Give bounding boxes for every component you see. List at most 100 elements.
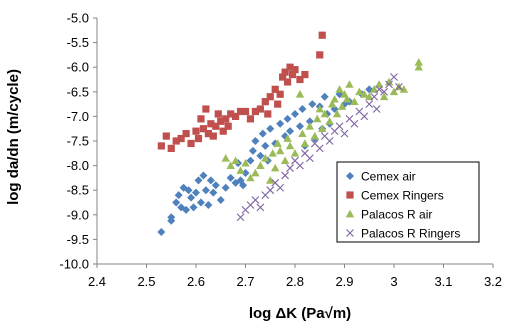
x-tick-label: 2.9 — [335, 274, 353, 289]
x-tick-label: 2.7 — [236, 274, 254, 289]
data-point — [290, 149, 300, 157]
data-point — [177, 134, 185, 143]
data-point — [316, 51, 324, 59]
y-tick-label: -10.0 — [59, 257, 89, 272]
data-point — [261, 98, 269, 106]
data-point — [236, 107, 245, 116]
data-point — [365, 92, 374, 101]
x-tick-label: 3.1 — [434, 274, 452, 289]
legend-marker — [346, 191, 354, 199]
x-axis: 2.4 2.5 2.6 2.7 2.8 2.9 3 3.1 3.2 — [88, 264, 502, 289]
data-point — [226, 161, 235, 169]
data-point — [285, 141, 295, 150]
data-point — [320, 92, 329, 101]
data-point — [261, 141, 270, 150]
data-point — [236, 213, 245, 222]
data-point — [340, 129, 349, 138]
data-point — [258, 129, 267, 138]
data-point — [256, 105, 264, 113]
data-point — [182, 130, 190, 138]
data-point — [211, 181, 220, 190]
x-tick-label: 2.4 — [88, 274, 106, 289]
data-point — [414, 58, 423, 66]
data-point — [199, 171, 208, 180]
data-points — [157, 31, 423, 237]
data-point — [266, 93, 274, 101]
data-point — [330, 94, 339, 103]
data-point — [305, 154, 314, 163]
data-point — [232, 112, 240, 120]
data-point — [246, 156, 255, 165]
data-point — [372, 105, 381, 113]
data-point — [350, 97, 359, 105]
data-point — [224, 122, 232, 130]
data-point — [266, 124, 275, 133]
data-point — [167, 144, 175, 152]
y-tick-label: -6.5 — [67, 84, 89, 99]
data-point — [222, 115, 230, 123]
data-point — [365, 100, 374, 108]
legend-label: Cemex Ringers — [361, 189, 444, 203]
data-point — [276, 119, 285, 128]
data-point — [182, 205, 191, 214]
legend-label: Palacos R Ringers — [361, 227, 460, 241]
data-point — [374, 80, 384, 88]
data-point — [275, 146, 285, 155]
y-tick-label: -5.5 — [67, 35, 89, 50]
data-point — [279, 73, 287, 81]
data-point — [281, 68, 289, 76]
data-point — [199, 125, 208, 133]
data-point — [206, 176, 215, 185]
data-point — [360, 112, 369, 121]
data-point — [274, 100, 282, 108]
data-point — [201, 186, 210, 195]
data-point — [187, 139, 195, 148]
x-axis-title: log ΔK (Pa√m) — [249, 305, 351, 322]
data-point — [276, 183, 285, 192]
data-point — [212, 122, 220, 130]
data-point — [337, 102, 347, 110]
y-axis-title: log da/dn (m/cycle) — [5, 69, 22, 205]
data-point — [360, 90, 369, 98]
data-point — [296, 161, 304, 170]
data-point — [325, 137, 334, 145]
x-tick-label: 3 — [390, 274, 397, 289]
data-point — [315, 144, 324, 153]
x-tick-label: 2.5 — [137, 274, 155, 289]
data-point — [251, 196, 260, 204]
data-point — [204, 130, 212, 138]
data-point — [276, 90, 284, 98]
data-point — [300, 139, 310, 147]
data-point — [251, 107, 259, 116]
data-point — [298, 129, 307, 137]
data-point — [318, 31, 326, 39]
data-point — [196, 198, 205, 207]
data-point — [296, 75, 304, 84]
data-point — [390, 73, 398, 81]
data-point — [335, 85, 344, 93]
data-point — [327, 99, 337, 108]
data-point — [271, 163, 280, 172]
y-tick-label: -7.5 — [67, 134, 89, 149]
data-point — [216, 196, 225, 205]
data-point — [256, 161, 265, 169]
data-point — [335, 122, 344, 131]
data-point — [414, 63, 423, 71]
data-point — [192, 127, 200, 135]
data-point — [384, 77, 394, 86]
data-point — [157, 142, 165, 150]
data-point — [389, 87, 399, 96]
data-point — [261, 154, 270, 162]
data-point — [271, 85, 279, 93]
data-point — [241, 107, 250, 116]
data-point — [162, 132, 170, 140]
data-point — [241, 168, 250, 177]
data-point — [227, 110, 235, 118]
data-point — [194, 176, 203, 185]
data-point — [266, 176, 275, 184]
data-point — [256, 203, 265, 212]
data-point — [283, 134, 292, 142]
data-point — [286, 127, 295, 136]
legend-box — [336, 161, 480, 243]
